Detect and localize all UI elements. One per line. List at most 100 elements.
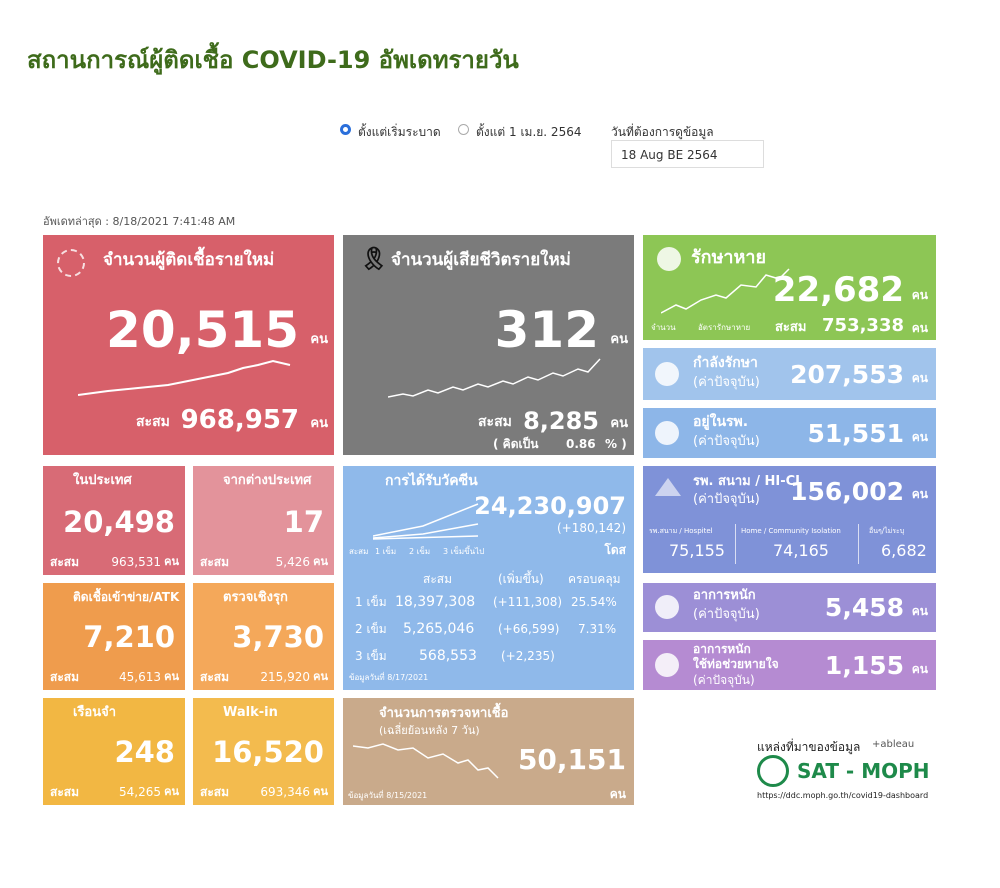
tile-value: 1,155 bbox=[824, 651, 904, 680]
legend-item: 1 เข็ม bbox=[375, 547, 397, 556]
prison-tile: เรือนจำ 248 สะสม 54,265 คน bbox=[43, 698, 185, 805]
rate-close: % ) bbox=[605, 437, 627, 451]
total-value: 45,613 bbox=[119, 670, 161, 684]
separator bbox=[735, 524, 736, 564]
tile-title: การได้รับวัคซีน bbox=[385, 473, 478, 489]
atk-tile: ติดเชื้อเข้าข่าย/ATK 7,210 สะสม 45,613 ค… bbox=[43, 583, 185, 690]
radio-label[interactable]: ตั้งแต่เริ่มระบาด bbox=[358, 125, 441, 139]
footnote: ข้อมูลวันที่ 8/17/2021 bbox=[349, 673, 429, 682]
tile-title: จำนวนผู้เสียชีวิตรายใหม่ bbox=[391, 250, 571, 270]
unit: โดส bbox=[604, 543, 626, 557]
hospital-tile: อยู่ในรพ. (ค่าปัจจุบัน) 51,551 คน bbox=[643, 408, 936, 458]
unit: คน bbox=[911, 288, 928, 302]
total-value: 968,957 bbox=[180, 405, 299, 435]
icon bbox=[57, 249, 85, 277]
breakdown-label: Home / Community Isolation bbox=[741, 527, 841, 535]
tile-subtitle: (ค่าปัจจุบัน) bbox=[693, 492, 760, 507]
unit: คน bbox=[313, 785, 328, 798]
breakdown-value: 6,682 bbox=[881, 541, 927, 560]
icon bbox=[655, 421, 679, 445]
legend-item: จำนวน bbox=[651, 323, 676, 332]
row-label: 3 เข็ม bbox=[355, 649, 387, 663]
unit: คน bbox=[313, 555, 328, 568]
radio-selected[interactable] bbox=[340, 124, 351, 135]
tile-subtitle: (เฉลี่ยย้อนหลัง 7 วัน) bbox=[379, 724, 480, 737]
logo-text: SAT - MOPH bbox=[797, 759, 930, 783]
sparkline bbox=[661, 268, 790, 314]
tile-title: จำนวนการตรวจหาเชื้อ bbox=[379, 706, 509, 721]
total-value: 215,920 bbox=[260, 670, 310, 684]
tile-subtitle: (ค่าปัจจุบัน) bbox=[693, 673, 755, 687]
sparkline bbox=[78, 359, 291, 396]
tile-subtitle: (ค่าปัจจุบัน) bbox=[693, 434, 760, 449]
icon bbox=[655, 595, 679, 619]
date-input[interactable]: 18 Aug BE 2564 bbox=[611, 140, 764, 168]
tile-title: กำลังรักษา bbox=[693, 355, 758, 371]
column-header: สะสม bbox=[423, 572, 453, 586]
cell: (+66,599) bbox=[498, 622, 560, 636]
cell: (+2,235) bbox=[501, 649, 555, 663]
row-label: 2 เข็ม bbox=[355, 622, 387, 636]
date-label: วันที่ต้องการดูข้อมูล bbox=[611, 125, 714, 139]
unit: คน bbox=[911, 662, 928, 676]
field-hospital-tile: รพ. สนาม / HI-CI (ค่าปัจจุบัน) 156,002 ค… bbox=[643, 466, 936, 573]
radio[interactable] bbox=[458, 124, 469, 135]
tile-value: 207,553 bbox=[790, 360, 904, 389]
column-header: (เพิ่มขึ้น) bbox=[498, 572, 544, 586]
radio-label[interactable]: ตั้งแต่ 1 เม.ย. 2564 bbox=[476, 125, 582, 139]
breakdown-value: 75,155 bbox=[669, 541, 725, 560]
page-title: สถานการณ์ผู้ติดเชื้อ COVID-19 อัพเดทรายว… bbox=[27, 46, 519, 74]
ventilator-tile: อาการหนัก ใช้ท่อช่วยหายใจ (ค่าปัจจุบัน) … bbox=[643, 640, 936, 690]
total-label: สะสม bbox=[136, 414, 170, 430]
tile-value: 248 bbox=[114, 735, 175, 769]
unit: คน bbox=[610, 332, 628, 347]
updated-time: อัพเดทล่าสุด : 8/18/2021 7:41:48 AM bbox=[43, 215, 236, 228]
tile-title: รักษาหาย bbox=[691, 247, 767, 268]
tile-title: จากต่างประเทศ bbox=[223, 473, 312, 488]
unit: คน bbox=[610, 416, 628, 431]
breakdown-label: รพ.สนาม / Hospitel bbox=[649, 527, 713, 535]
tableau-logo: +ableau bbox=[872, 739, 915, 750]
new-cases-tile: จำนวนผู้ติดเชื้อรายใหม่ 20,515 คน สะสม 9… bbox=[43, 235, 334, 455]
unit: คน bbox=[164, 555, 179, 568]
cell: 568,553 bbox=[419, 648, 477, 664]
tile-title: อยู่ในรพ. bbox=[693, 414, 749, 430]
unit: คน bbox=[911, 487, 928, 501]
tile-value: 7,210 bbox=[83, 620, 175, 654]
legend-item: 2 เข็ม bbox=[409, 547, 431, 556]
footnote: ข้อมูลวันที่ 8/15/2021 bbox=[348, 791, 428, 800]
tile-value: 3,730 bbox=[232, 620, 324, 654]
tile-value: 312 bbox=[494, 301, 599, 359]
rate-open: ( คิดเป็น bbox=[493, 437, 539, 451]
sparkline bbox=[353, 743, 499, 779]
domestic-tile: ในประเทศ 20,498 สะสม 963,531 คน bbox=[43, 466, 185, 575]
unit: คน bbox=[313, 670, 328, 683]
total-label: สะสม bbox=[200, 670, 230, 684]
treating-tile: กำลังรักษา (ค่าปัจจุบัน) 207,553 คน bbox=[643, 348, 936, 400]
cell: 5,265,046 bbox=[403, 621, 475, 637]
rate: 0.86 bbox=[566, 437, 596, 451]
tile-title: จำนวนผู้ติดเชื้อรายใหม่ bbox=[103, 250, 275, 270]
total-label: สะสม bbox=[50, 555, 80, 569]
column-header: ครอบคลุม bbox=[568, 572, 621, 586]
unit: คน bbox=[911, 371, 928, 385]
total-label: สะสม bbox=[50, 670, 80, 684]
sparkline bbox=[373, 503, 479, 540]
tile-value: 20,515 bbox=[106, 301, 299, 359]
cell: 18,397,308 bbox=[395, 594, 476, 610]
total-value: 753,338 bbox=[822, 315, 904, 336]
walkin-tile: Walk-in 16,520 สะสม 693,346 คน bbox=[193, 698, 334, 805]
vaccine-tile: การได้รับวัคซีน 24,230,907 (+180,142) โด… bbox=[343, 466, 634, 690]
breakdown-label: อื่นๆ/ไม่ระบุ bbox=[869, 527, 905, 535]
tile-title: เรือนจำ bbox=[73, 705, 117, 720]
legend-item: อัตรารักษาหาย bbox=[698, 323, 751, 332]
cell: (+111,308) bbox=[493, 595, 563, 609]
row-label: 1 เข็ม bbox=[355, 595, 387, 609]
ribbon-icon: 🎗 bbox=[360, 247, 388, 272]
tile-subtitle: (ค่าปัจจุบัน) bbox=[693, 375, 760, 390]
tile-value: 16,520 bbox=[212, 735, 324, 769]
tile-value: 50,151 bbox=[517, 743, 626, 776]
tile-value: 51,551 bbox=[807, 419, 904, 448]
